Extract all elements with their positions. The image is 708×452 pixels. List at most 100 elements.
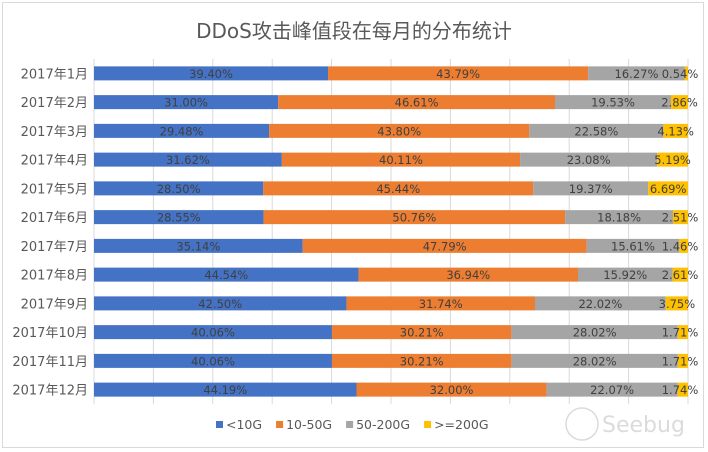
- bar-segment: [520, 152, 658, 167]
- category-label: 2017年12月: [12, 384, 88, 399]
- legend-swatch: [276, 421, 284, 428]
- bar-segment: [657, 152, 688, 167]
- seebug-logo-icon: [565, 407, 599, 441]
- data-label: 1.71%: [662, 354, 699, 368]
- bar-segment: [533, 181, 649, 196]
- data-label: 35.14%: [176, 239, 220, 253]
- data-label: 1.46%: [662, 239, 699, 253]
- bar-segment: [331, 325, 512, 340]
- data-label: 2.86%: [661, 96, 698, 110]
- bar-segment: [677, 325, 688, 340]
- bar-segment: [511, 353, 678, 368]
- data-label: 50.76%: [392, 211, 436, 225]
- data-label: 42.50%: [198, 297, 242, 311]
- data-label: 16.27%: [615, 67, 659, 81]
- legend-swatch: [216, 421, 223, 428]
- data-label: 0.54%: [662, 67, 699, 81]
- bar-segment: [358, 267, 578, 282]
- bar-segment: [331, 353, 512, 368]
- watermark-text: Seebug: [602, 413, 685, 438]
- category-label: 2017年2月: [21, 96, 88, 111]
- bar-segment: [665, 296, 689, 311]
- bar-segment: [302, 238, 587, 253]
- bar-segment: [94, 123, 270, 138]
- bar-segment: [94, 238, 303, 253]
- category-label: 2017年10月: [12, 326, 88, 341]
- legend-label: <10G: [226, 417, 262, 432]
- data-label: 39.40%: [189, 67, 233, 81]
- category-label: 2017年6月: [21, 211, 88, 226]
- bar-segment: [663, 123, 688, 138]
- data-label: 29.48%: [160, 124, 204, 138]
- bar-segment: [577, 267, 673, 282]
- bar-segment: [263, 181, 534, 196]
- data-label: 44.19%: [203, 383, 247, 397]
- data-label: 6.69%: [650, 182, 687, 196]
- data-label: 19.53%: [591, 96, 635, 110]
- data-label: 45.44%: [376, 182, 420, 196]
- data-label: 2.61%: [662, 268, 699, 282]
- data-label: 18.18%: [597, 211, 641, 225]
- bar-segment: [588, 66, 685, 81]
- data-label: 2.51%: [662, 211, 699, 225]
- bar-segment: [356, 382, 547, 397]
- seebug-watermark: Seebug: [565, 407, 685, 441]
- data-label: 46.61%: [395, 96, 439, 110]
- data-label: 22.58%: [574, 124, 618, 138]
- data-label: 28.50%: [157, 182, 201, 196]
- legend-label: 50-200G: [356, 417, 410, 432]
- data-label: 22.02%: [578, 297, 622, 311]
- bar-segment: [94, 353, 332, 368]
- bar-segment: [346, 296, 535, 311]
- data-label: 1.71%: [662, 326, 699, 340]
- bar-segment: [555, 95, 672, 110]
- data-label: 30.21%: [400, 326, 444, 340]
- bar-segment: [586, 238, 680, 253]
- legend-item: >=200G: [424, 417, 489, 432]
- category-label: 2017年7月: [21, 240, 88, 255]
- bar-segment: [546, 382, 678, 397]
- category-label: 2017年4月: [21, 154, 88, 169]
- legend-item: 50-200G: [346, 417, 410, 432]
- data-label: 31.62%: [166, 153, 210, 167]
- data-label: 15.92%: [603, 268, 647, 282]
- bar-segment: [677, 353, 688, 368]
- bar-segment: [534, 296, 666, 311]
- data-label: 4.13%: [657, 124, 694, 138]
- data-label: 40.11%: [379, 153, 423, 167]
- data-label: 40.06%: [191, 326, 235, 340]
- data-label: 15.61%: [611, 239, 655, 253]
- legend-item: <10G: [216, 417, 262, 432]
- bar-segment: [263, 210, 566, 225]
- bar-segment: [94, 181, 264, 196]
- category-label: 2017年3月: [21, 125, 88, 140]
- data-label: 28.55%: [157, 211, 201, 225]
- legend-swatch: [346, 421, 354, 428]
- data-label: 31.00%: [164, 96, 208, 110]
- category-label: 2017年8月: [21, 269, 88, 284]
- category-label: 2017年5月: [21, 182, 88, 197]
- data-label: 30.21%: [400, 354, 444, 368]
- legend-item: 10-50G: [276, 417, 332, 432]
- bar-segment: [278, 95, 556, 110]
- bar-segment: [269, 123, 530, 138]
- data-label: 43.80%: [377, 124, 421, 138]
- data-label: 44.54%: [204, 268, 248, 282]
- bar-segment: [94, 66, 329, 81]
- bar-segment: [94, 152, 282, 167]
- bar-segment: [94, 210, 264, 225]
- bar-segment: [281, 152, 521, 167]
- bar-segment: [673, 210, 688, 225]
- data-label: 23.08%: [567, 153, 611, 167]
- bar-segment: [648, 181, 688, 196]
- data-label: 36.94%: [446, 268, 490, 282]
- data-label: 1.74%: [662, 383, 699, 397]
- data-label: 22.07%: [590, 383, 634, 397]
- chart-title: DDoS攻击峰值段在每月的分布统计: [196, 19, 512, 43]
- data-label: 28.02%: [573, 354, 617, 368]
- bar-segment: [511, 325, 678, 340]
- data-label: 3.75%: [659, 297, 696, 311]
- data-label: 28.02%: [573, 326, 617, 340]
- bar-segment: [671, 95, 688, 110]
